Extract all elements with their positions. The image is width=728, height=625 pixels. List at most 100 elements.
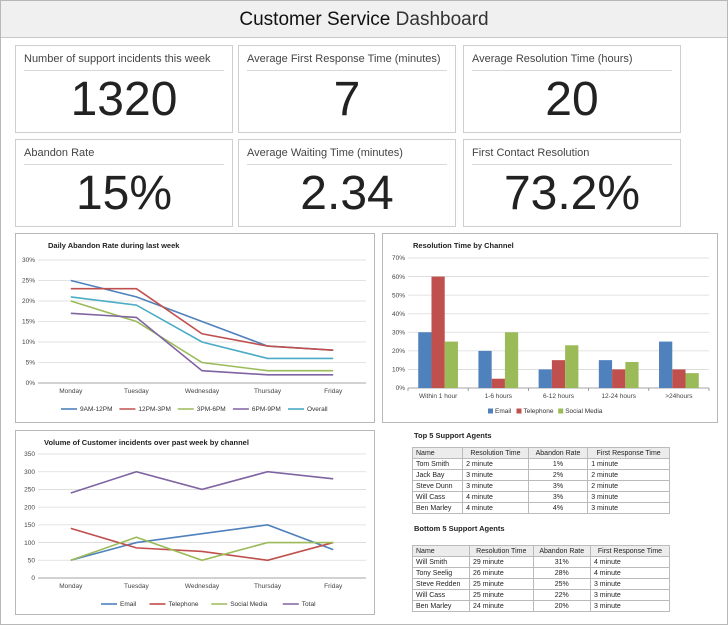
table-cell: 1 minute xyxy=(587,458,670,470)
table-cell: 3% xyxy=(527,480,589,492)
y-tick-label: 25% xyxy=(22,278,35,285)
table-cell: 25 minute xyxy=(469,578,534,590)
bar-email xyxy=(598,360,613,388)
table-header-row: Name Resolution Time Abandon Rate First Res… xyxy=(411,447,670,459)
table-cell: Tony Seelig xyxy=(411,567,471,579)
series-line-total xyxy=(70,470,334,494)
series-line-3pm-6pm xyxy=(70,300,334,372)
bar-email xyxy=(538,369,552,388)
series-line-telephone xyxy=(70,527,334,562)
legend-label-telephone: Telephone xyxy=(169,601,199,608)
table-cell: 31% xyxy=(532,556,591,568)
x-tick-label: Tuesday xyxy=(124,388,149,395)
legend-label-3pm-6pm: 3PM-6PM xyxy=(197,406,226,413)
x-tick-label: Friday xyxy=(324,583,343,590)
table-cell: 3% xyxy=(527,491,589,503)
kpi-label: Average First Response Time (minutes) xyxy=(247,53,441,65)
kpi-divider xyxy=(24,164,224,165)
y-tick-label: 0 xyxy=(31,575,35,582)
series-line-6pm-9pm xyxy=(70,312,334,376)
bar-email xyxy=(478,350,492,388)
kpi-value: 1320 xyxy=(70,73,178,126)
bar-telephone xyxy=(431,276,445,388)
bar-social-media xyxy=(625,362,639,388)
kpi-divider xyxy=(247,164,447,165)
table-cell: 2% xyxy=(527,469,589,481)
kpi-resolution-time: Average Resolution Time (hours) 20 xyxy=(463,45,681,133)
table-cell: Will Cass xyxy=(411,491,464,503)
series-line-12pm-3pm xyxy=(70,287,334,351)
column-header: Resolution Time xyxy=(469,545,534,557)
abandon-rate-chart-panel: Daily Abandon Rate during last week 0% 5% 1… xyxy=(15,233,375,423)
table-row: Will Cass 25 minute 22% 3 minute xyxy=(411,589,671,601)
table-cell: Jack Bay xyxy=(411,469,464,481)
column-header: Abandon Rate xyxy=(532,545,591,557)
table-cell: Will Smith xyxy=(411,556,471,568)
chart-title: Volume of Customer incidents over past w… xyxy=(44,438,249,447)
header-title-part2: Dashboard xyxy=(395,9,489,30)
dashboard-header: Customer Service Dashboard xyxy=(1,1,727,38)
volume-chart: Volume of Customer incidents over past w… xyxy=(24,438,366,608)
table-cell: 3 minute xyxy=(589,589,671,601)
x-tick-label: 1-6 hours xyxy=(485,393,513,400)
table-row: Tony Seelig 26 minute 28% 4 minute xyxy=(411,567,671,579)
table-cell: 3 minute xyxy=(589,600,671,612)
kpi-label: Average Waiting Time (minutes) xyxy=(247,147,403,159)
table-cell: Ben Marley xyxy=(411,600,471,612)
x-tick-label: Monday xyxy=(59,388,83,395)
x-tick-label: Within 1 hour xyxy=(419,393,458,400)
table-cell: Ben Marley xyxy=(411,502,464,514)
table-cell: Will Cass xyxy=(411,589,471,601)
table-cell: 2 minute xyxy=(587,469,670,481)
legend-label-email: Email xyxy=(120,601,137,608)
kpi-divider xyxy=(24,70,224,71)
table-row: Tom Smith 2 minute 1% 1 minute xyxy=(411,458,670,470)
legend-label-overall: Overall xyxy=(307,406,328,413)
y-tick-label: 20% xyxy=(392,348,405,355)
x-tick-label: 12-24 hours xyxy=(601,393,636,400)
table-cell: 4 minute xyxy=(462,502,529,514)
table-row: Will Smith 29 minute 31% 4 minute xyxy=(411,556,671,568)
table-cell: Steve Redden xyxy=(411,578,471,590)
y-tick-label: 40% xyxy=(392,311,405,318)
table-cell: 20% xyxy=(532,600,591,612)
kpi-abandon-rate: Abandon Rate 15% xyxy=(15,139,233,227)
x-tick-label: 6-12 hours xyxy=(543,393,575,400)
bar-email xyxy=(659,341,673,388)
y-tick-label: 50% xyxy=(392,292,405,299)
table-cell: 3 minute xyxy=(462,480,529,492)
legend-label-9am-12pm: 9AM-12PM xyxy=(80,406,113,413)
table-row: Steve Dunn 3 minute 3% 2 minute xyxy=(411,480,670,492)
bar-social-media xyxy=(444,341,458,388)
chart-title: Resolution Time by Channel xyxy=(413,241,514,250)
column-header: Abandon Rate xyxy=(527,447,589,459)
table-cell: 4% xyxy=(527,502,589,514)
table-cell: 3 minute xyxy=(587,502,670,514)
table-cell: 26 minute xyxy=(469,567,534,579)
table-cell: Steve Dunn xyxy=(411,480,464,492)
legend-label-social-media: Social Media xyxy=(565,408,603,415)
y-tick-label: 10% xyxy=(392,367,405,374)
y-tick-label: 0% xyxy=(396,385,406,392)
volume-chart-panel: Volume of Customer incidents over past w… xyxy=(15,430,375,615)
table-cell: Tom Smith xyxy=(411,458,464,470)
table-cell: 4 minute xyxy=(589,556,671,568)
table-cell: 29 minute xyxy=(469,556,534,568)
legend-label-telephone: Telephone xyxy=(524,408,554,415)
y-tick-label: 200 xyxy=(24,504,35,511)
y-tick-label: 5% xyxy=(26,360,36,367)
y-tick-label: 30% xyxy=(22,257,35,264)
table-header-row: Name Resolution Time Abandon Rate First Res… xyxy=(411,545,671,557)
table-cell: 25% xyxy=(532,578,591,590)
series-line-social-media xyxy=(70,536,334,562)
kpi-value: 2.34 xyxy=(300,167,394,220)
legend-label-total: Total xyxy=(302,601,316,608)
x-tick-label: Monday xyxy=(59,583,83,590)
table-cell: 22% xyxy=(532,589,591,601)
table-row: Ben Marley 24 minute 20% 3 minute xyxy=(411,600,671,612)
kpi-label: Abandon Rate xyxy=(24,147,95,159)
table-cell: 2 minute xyxy=(587,480,670,492)
y-tick-label: 30% xyxy=(392,329,405,336)
bar-telephone xyxy=(491,378,505,388)
chart-title: Daily Abandon Rate during last week xyxy=(48,241,180,250)
